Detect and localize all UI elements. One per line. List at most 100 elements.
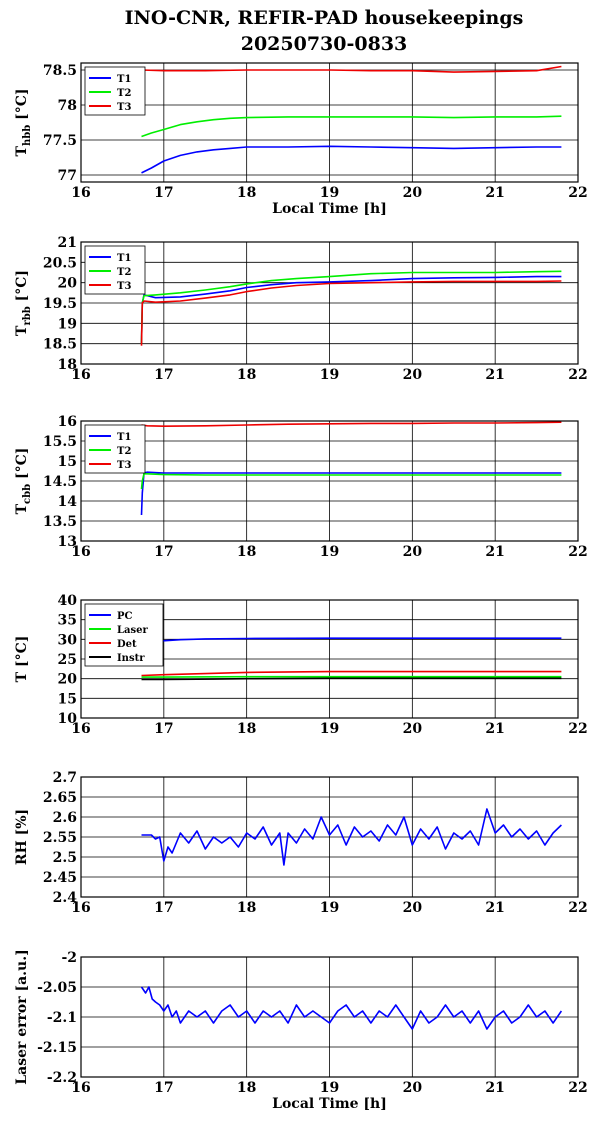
y-tick-label: 10 [58,711,78,727]
y-tick-label: -2 [61,950,77,966]
y-tick-label: 13.5 [43,514,77,530]
y-tick-label: 18.5 [43,337,77,353]
y-tick-label: -2.05 [37,980,77,996]
chart-panel-4: 16 17 18 19 20 21 22 10 15 20 25 30 35 40 T [°C] PC Lase… [14,593,588,737]
legend-label: PC [117,611,133,622]
x-tick-label: 21 [485,367,504,383]
y-tick-label: 35 [58,613,77,629]
y-tick-label: 15 [58,691,77,707]
y-tick-label: 78 [58,98,77,114]
x-tick-label: 19 [320,900,339,916]
y-tick-label: 2.55 [43,830,77,846]
x-tick-label: 16 [71,900,90,916]
x-tick-label: 19 [320,721,339,737]
chart-panel-6: 16 17 18 19 20 21 22 -2.2 -2.15 -2.1 -2.05 -2 Local … [14,949,588,1112]
series-line-t1 [140,275,562,344]
x-tick-label: 20 [403,1080,423,1096]
y-tick-label: -2.1 [47,1010,77,1026]
x-tick-label: 22 [568,185,587,201]
x-tick-label: 19 [320,367,339,383]
series-line-instr [141,677,562,681]
series-line-det [141,670,562,677]
legend-label: T2 [117,267,131,278]
y-tick-label: 15.5 [43,434,77,450]
y-tick-label: -2.2 [47,1070,77,1086]
series-line-t2 [140,472,562,490]
figure-title-line2: 20250730-0833 [241,33,408,55]
y-tick-label: 16 [58,414,77,430]
y-tick-label: 14 [58,494,78,510]
chart-panel-5: 16 17 18 19 20 21 22 2.4 2.45 2.5 2.55 2.6 2.65 2.7 RH… [14,770,588,916]
x-tick-label: 18 [237,367,256,383]
x-tick-label: 21 [485,1080,504,1096]
chart-panel-2: 16 17 18 19 20 21 22 18 18.5 19 19.5 20 20.5 21 Trbb [… [14,235,588,383]
y-tick-label: 40 [58,593,78,609]
y-tick-label: 13 [58,534,77,550]
y-tick-label: 19.5 [43,296,77,312]
y-tick-label: 77 [58,168,77,184]
plot-frame [80,956,579,1078]
y-tick-label: 21 [58,235,77,251]
x-tick-label: 17 [154,185,173,201]
y-tick-label: 2.65 [43,790,77,806]
x-tick-label: 16 [71,185,90,201]
x-tick-label: 19 [320,544,339,560]
plot-frame [80,62,579,183]
chart-panel-3: 16 17 18 19 20 21 22 13 13.5 14 14.5 15 15.5 16 Tcbb [… [14,414,588,560]
legend-box [84,603,164,667]
legend-label: Det [117,639,137,650]
plot-frame [80,776,579,898]
legend: T1 T2 T3 [84,245,146,295]
x-tick-label: 22 [568,544,587,560]
x-tick-label: 17 [154,900,173,916]
x-tick-label: 17 [154,544,173,560]
x-tick-label: 18 [237,544,256,560]
chart-panel-1: 16 17 18 19 20 21 22 77 77.5 78 78.5 Local Time [h]… [14,62,588,217]
plot-frame [80,599,579,719]
x-tick-label: 22 [568,1080,587,1096]
x-tick-label: 16 [71,367,90,383]
legend-label: T3 [117,102,131,113]
x-tick-label: 18 [237,900,256,916]
series-line-t3 [141,421,562,428]
series-line-t1 [141,145,562,174]
y-axis-label: Tcbb [°C] [14,448,33,515]
y-tick-label: 2.7 [53,770,77,786]
legend-label: T2 [117,88,131,99]
x-axis-label: Local Time [h] [272,201,387,217]
x-tick-label: 16 [71,1080,90,1096]
y-tick-label: 15 [58,454,77,470]
x-tick-label: 19 [320,185,339,201]
y-axis-label: Thbb [°C] [14,89,33,157]
x-tick-label: 22 [568,721,587,737]
figure-title-line1: INO-CNR, REFIR-PAD housekeepings [125,7,524,29]
x-tick-label: 21 [485,900,504,916]
x-tick-label: 20 [403,544,423,560]
series-line-t2 [141,115,562,138]
x-tick-label: 17 [154,367,173,383]
y-tick-label: 14.5 [43,474,77,490]
x-tick-label: 20 [403,185,423,201]
x-tick-label: 18 [237,185,256,201]
x-tick-label: 18 [237,1080,256,1096]
y-tick-label: 20 [58,276,78,292]
y-axis-label: Laser error [a.u.] [14,949,30,1084]
y-tick-label: 77.5 [43,133,77,149]
legend-label: T1 [117,432,131,443]
x-tick-label: 21 [485,544,504,560]
series-line-pc [141,637,562,645]
y-tick-label: 19 [58,316,77,332]
x-tick-label: 17 [154,721,173,737]
legend-label: T1 [117,253,131,264]
x-tick-label: 17 [154,1080,173,1096]
y-tick-label: 20.5 [43,255,77,271]
x-tick-label: 16 [71,544,90,560]
x-tick-label: 21 [485,185,504,201]
legend-label: Laser [117,625,149,636]
x-tick-label: 19 [320,1080,339,1096]
series-line-t1 [140,471,562,516]
x-tick-label: 20 [403,900,423,916]
x-tick-label: 16 [71,721,90,737]
legend-label: T3 [117,281,131,292]
